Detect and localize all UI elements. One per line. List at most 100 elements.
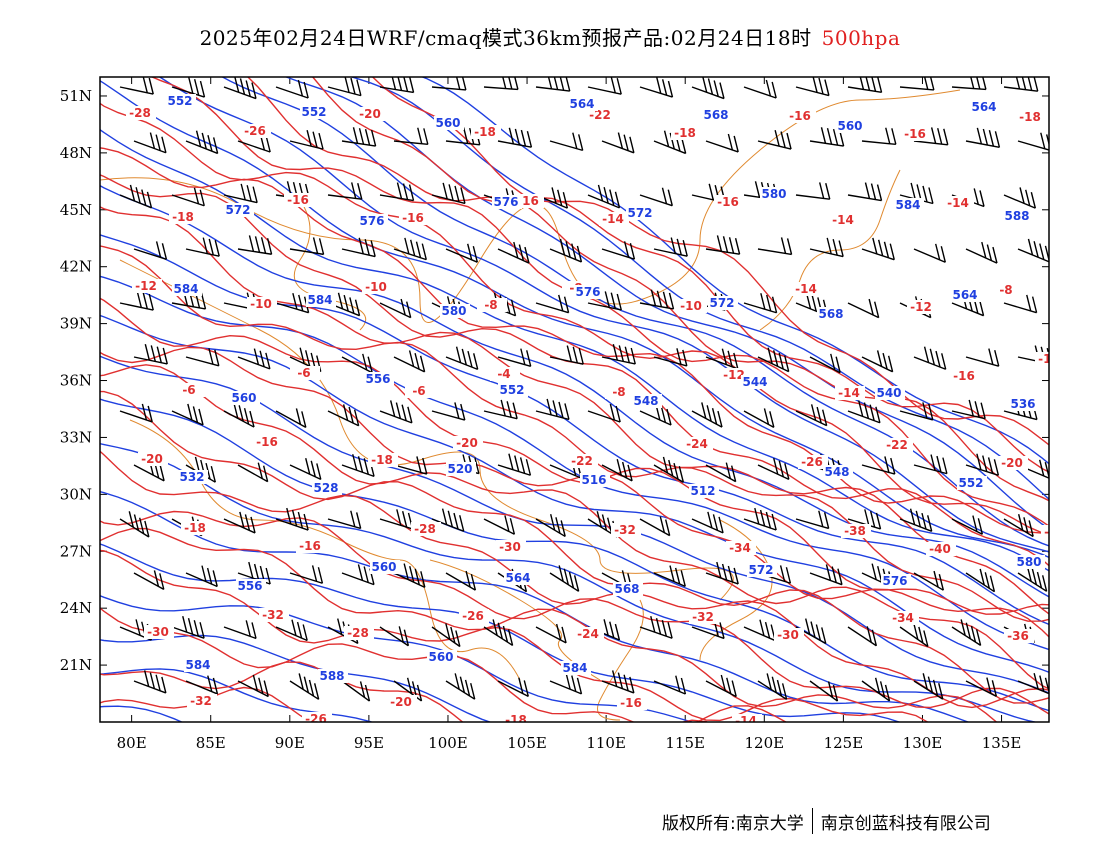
wind-barb [549,345,584,365]
barb-shaft [223,194,258,204]
temp-label-bg [907,300,937,314]
barb-feather [187,618,194,635]
barb-feather [616,293,622,311]
wind-barb [653,456,684,483]
barb-feather [262,465,269,482]
copyright-right: 南京创蓝科技有限公司 [820,813,991,834]
barb-feather [611,670,618,687]
wind-barb [275,507,309,531]
wind-barb [549,238,583,263]
barb-feather [509,518,516,535]
barb-feather [563,568,569,585]
temp-label-bg [241,124,271,138]
wind-barb [341,454,375,478]
barb-feather [986,244,993,261]
height-label-bg [306,293,336,307]
barb-feather [161,136,167,153]
barb-feather [400,298,406,316]
barb-feather [298,673,304,690]
barb-shaft [549,140,583,152]
temp-label: -8 [484,298,497,312]
wind-barb [913,673,944,700]
wind-barb [653,130,687,155]
barb-feather [193,187,200,204]
barb-shaft [497,248,530,264]
barb-feather [291,619,297,636]
barb-shaft [809,140,844,147]
lon-label: 125E [824,734,864,752]
barb-shaft [795,518,829,530]
barb-feather [467,350,473,368]
barb-shaft [119,518,150,538]
barb-shaft [483,626,513,646]
barb-shaft [913,356,946,370]
temp-label: -12 [910,300,932,314]
wind-barb [185,348,220,367]
barb-feather [976,77,981,90]
barb-feather [765,511,772,529]
barb-shaft [587,86,622,95]
barb-feather [406,301,412,318]
barb-feather [415,241,422,258]
barb-feather [650,289,657,306]
barb-shaft [1003,410,1038,421]
barb-feather [305,458,311,475]
temp-label-bg [568,454,598,468]
barb-shaft [341,140,376,147]
barb-feather [313,683,320,700]
height-label: 572 [225,203,250,217]
wind-barb [393,563,426,588]
barb-shaft [951,302,984,317]
barb-shaft [951,86,986,91]
barb-shaft [133,248,167,260]
barb-feather [520,129,527,147]
wind-barb [535,398,570,421]
temp-label-bg [829,213,859,227]
barb-feather [780,237,787,254]
barb-feather [1031,568,1038,585]
temp-label-bg [774,628,804,642]
barb-feather [721,348,728,365]
barb-feather [872,237,878,255]
barb-feather [610,77,616,94]
wind-barb [965,348,1000,367]
lon-label: 95E [354,734,384,752]
barb-feather [200,292,207,310]
height-label: 564 [569,97,594,111]
barb-feather [202,237,208,254]
barb-feather [408,350,415,367]
geographic-borders [100,89,961,721]
barb-shaft [445,680,476,700]
barb-feather [922,673,928,690]
barb-feather [265,567,271,585]
height-label-bg [561,661,591,675]
wind-barb [223,511,256,534]
barb-feather [776,679,783,697]
lat-label: 27N [60,542,92,560]
temp-label: -6 [412,384,425,398]
barb-feather [616,77,622,95]
barb-feather [508,453,514,470]
barb-feather [676,348,682,365]
barb-feather [825,564,832,581]
barb-feather [984,572,990,589]
wind-barb [535,623,567,644]
barb-feather [656,290,663,307]
temp-label-bg [599,212,629,226]
barb-shaft [119,194,152,209]
barb-feather [571,243,577,260]
temp-label-bg [253,435,283,449]
barb-feather [927,515,933,532]
wind-barb [899,508,933,532]
temperature-contour [100,364,1049,690]
barb-feather [1026,294,1032,312]
temp-label: -14 [838,386,860,400]
height-label-bg [440,304,470,318]
barb-feather [504,515,510,532]
temp-label-bg [387,695,417,709]
height-label-bg [817,307,847,321]
temp-label-bg [368,453,398,467]
barb-feather [243,408,250,425]
barb-shaft [393,356,425,373]
height-label: 560 [435,116,460,130]
